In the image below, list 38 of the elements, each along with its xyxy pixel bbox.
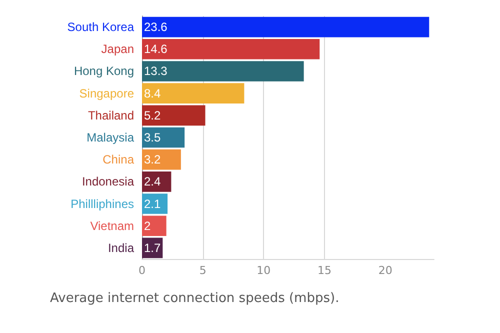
data-label: 5.2 (144, 108, 162, 122)
data-label: 2.4 (144, 174, 162, 189)
y-tick-label: Japan (101, 42, 134, 56)
data-label: 2.1 (144, 196, 162, 211)
x-tick-label: 5 (199, 264, 206, 277)
data-label: 13.3 (144, 64, 168, 78)
text: Average internet connection speeds (mbps). (50, 291, 340, 306)
bar (142, 83, 244, 104)
x-tick-label: 15 (318, 264, 332, 277)
x-tick-label: 10 (256, 264, 271, 277)
y-tick-label: India (108, 240, 134, 255)
data-label: 2 (144, 218, 151, 233)
y-tick-label: Thailand (88, 108, 134, 122)
y-tick-label: Phillliphines (70, 196, 134, 211)
y-tick-label: South Korea (67, 20, 134, 34)
y-tick-label: Indonesia (82, 174, 134, 189)
data-label: 1.7 (144, 240, 162, 255)
data-label: 14.6 (144, 42, 168, 56)
y-tick-label: China (102, 152, 134, 167)
bar (142, 149, 181, 170)
bar (142, 216, 166, 236)
y-tick-label: Hong Kong (74, 64, 134, 78)
bar (142, 16, 430, 38)
data-label: 3.2 (144, 152, 162, 167)
y-tick-label: Vietnam (90, 218, 134, 233)
bar (142, 105, 206, 126)
data-label: 3.5 (144, 130, 162, 144)
bar (142, 61, 304, 82)
bar (142, 194, 168, 214)
bar (142, 38, 320, 60)
x-tick-label: 20 (378, 264, 392, 277)
data-label: 23.6 (144, 20, 168, 34)
y-tick-label: Malaysia (86, 130, 134, 144)
y-tick-label: Singapore (79, 86, 134, 100)
data-label: 8.4 (144, 86, 162, 100)
x-tick-label: 0 (138, 264, 146, 277)
bar (142, 172, 172, 192)
bar (142, 127, 185, 148)
